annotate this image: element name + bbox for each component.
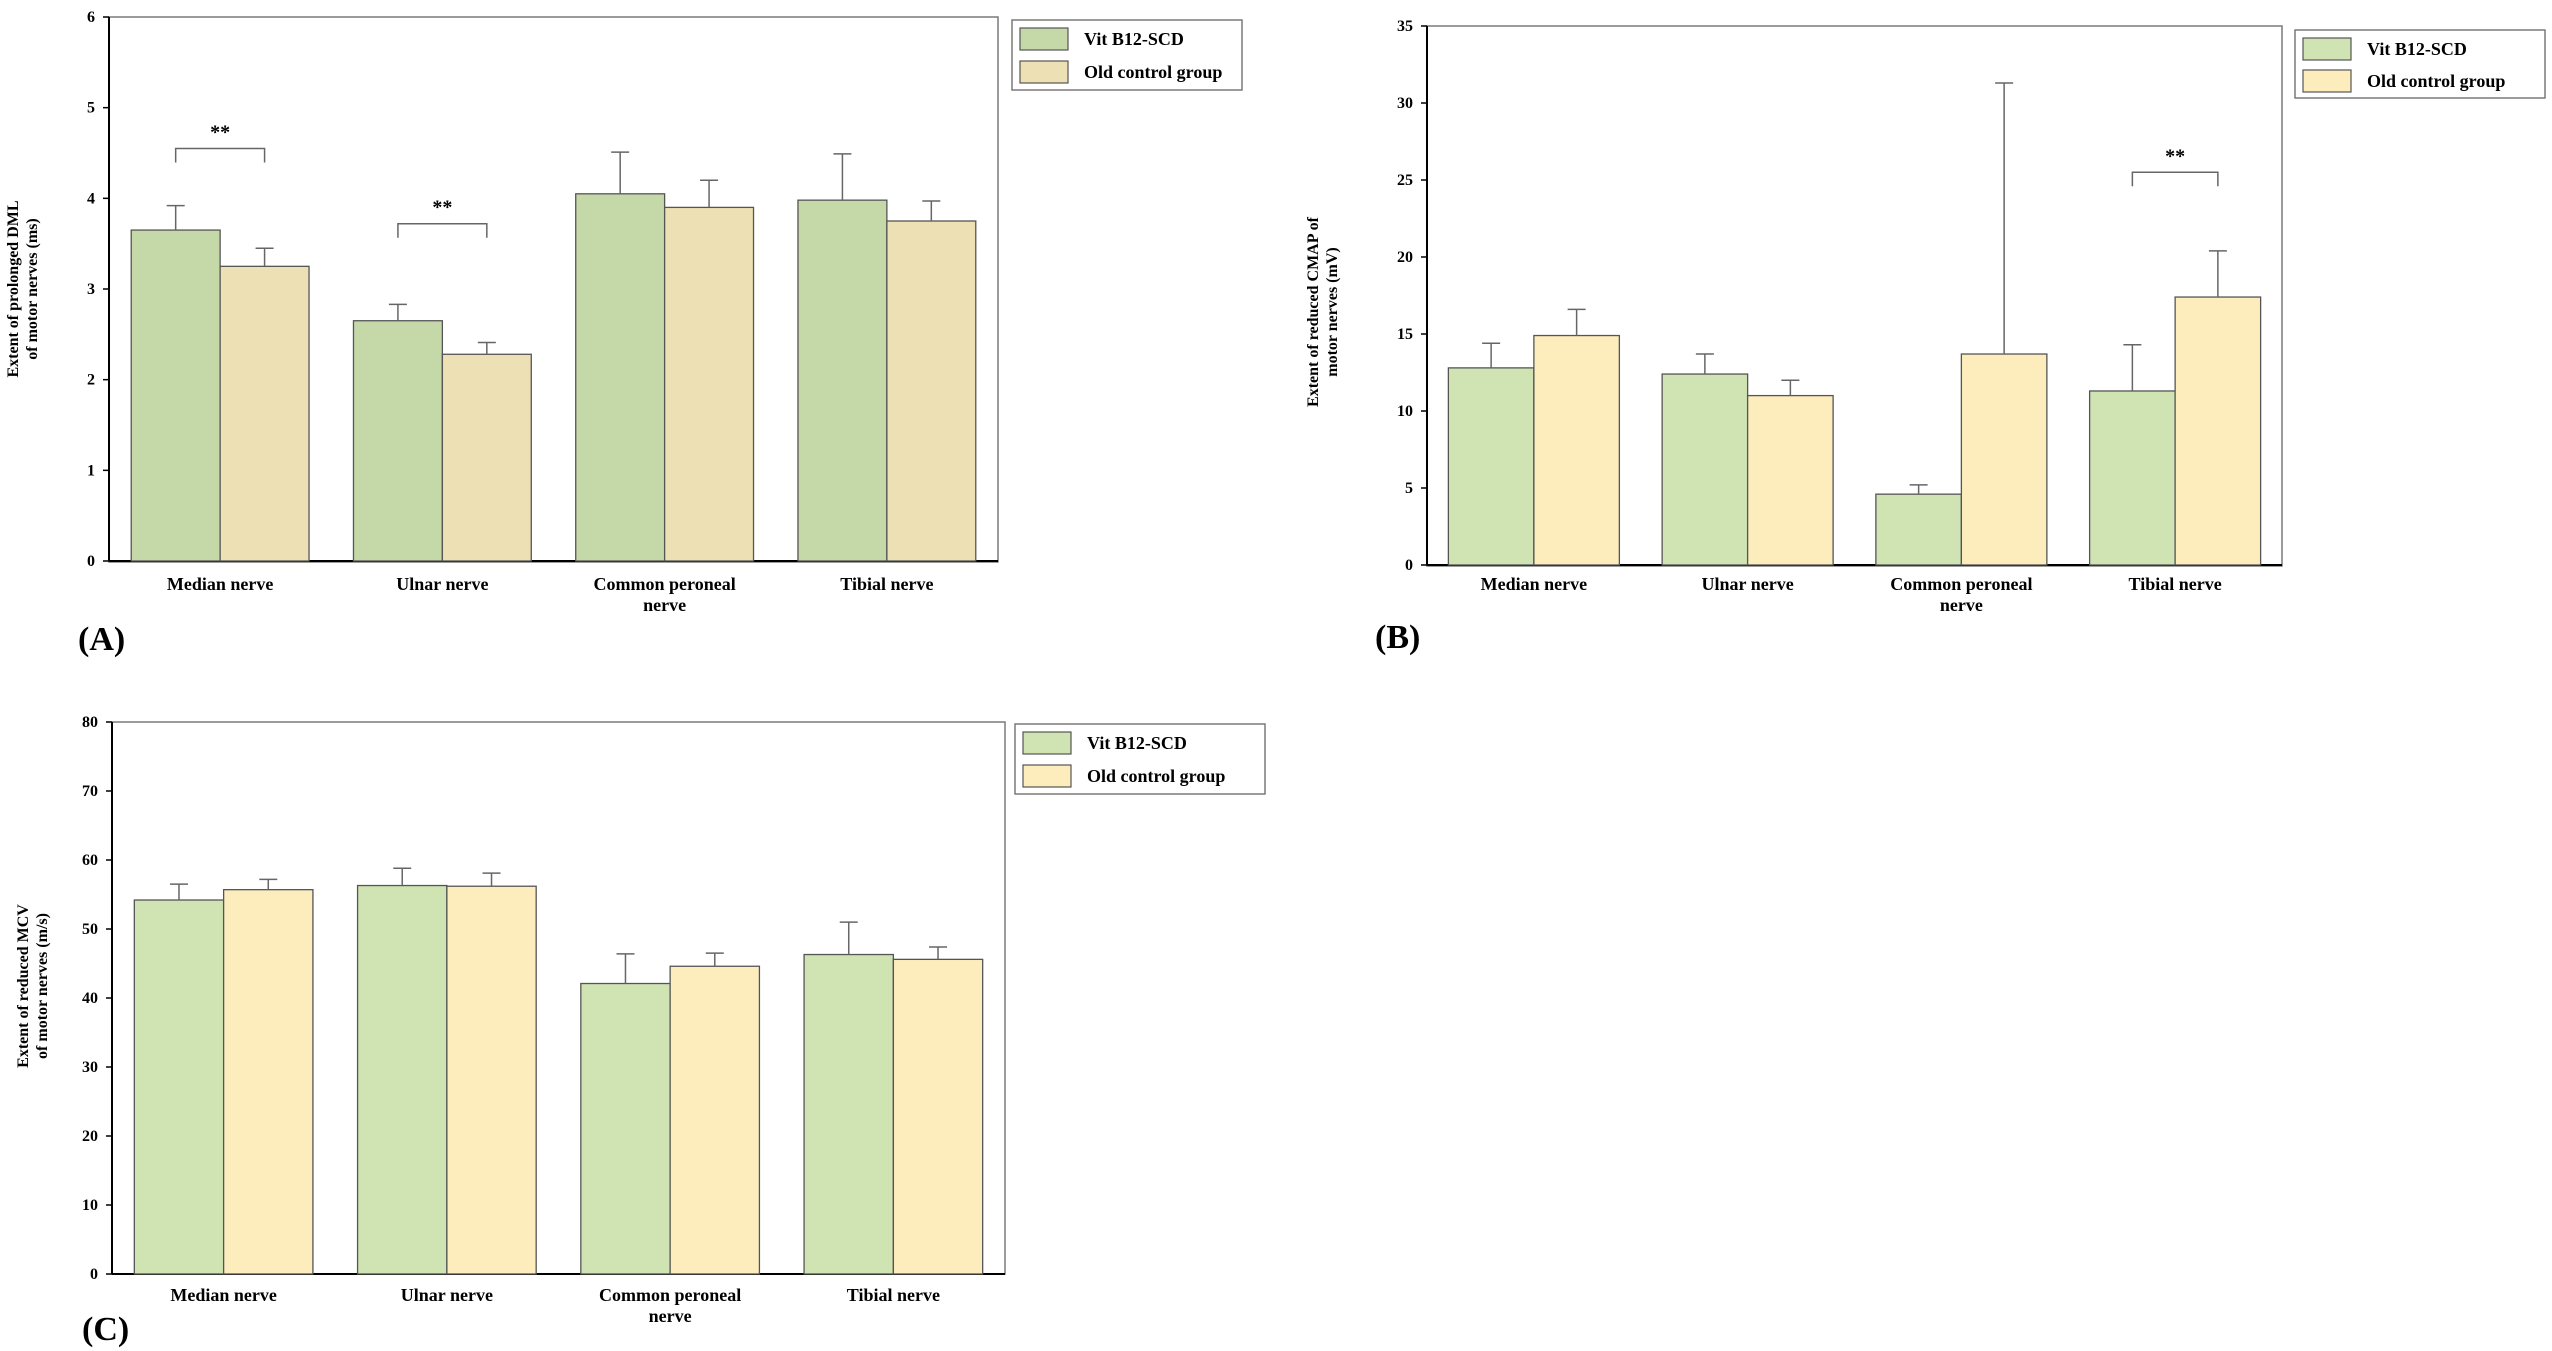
bar-vit-b12-scd (803, 953, 895, 1275)
bar-vit-b12-scd (356, 884, 448, 1275)
x-category-label: Ulnar nerve (396, 574, 488, 594)
x-category-label: Tibial nerve (840, 574, 933, 594)
y-tick-label: 60 (82, 852, 98, 869)
panel-label: (A) (78, 621, 125, 658)
y-axis-label-line: motor nerves (mV) (1324, 247, 1341, 376)
bar-old-control (892, 958, 984, 1275)
y-tick-label: 0 (90, 1266, 98, 1283)
bar-vit-b12-scd (1661, 373, 1749, 566)
y-axis-label-line: of motor nerves (m/s) (34, 913, 51, 1059)
bar-old-control (669, 965, 761, 1275)
bar-vit-b12-scd (580, 982, 671, 1275)
y-tick-label: 3 (87, 281, 95, 298)
bar-old-control (1533, 334, 1621, 566)
y-tick-label: 30 (1397, 95, 1413, 112)
bar-vit-b12-scd (575, 193, 666, 562)
legend-swatch (1022, 764, 1072, 788)
bar-old-control (886, 220, 977, 562)
legend-swatch (2302, 69, 2352, 93)
bar-vit-b12-scd (352, 320, 444, 562)
bar-vit-b12-scd (133, 899, 225, 1275)
y-tick-label: 20 (82, 1128, 98, 1145)
y-tick-label: 50 (82, 921, 98, 938)
y-tick-label: 35 (1397, 18, 1413, 35)
x-category-label: Common peroneal (599, 1285, 741, 1305)
legend-swatch (1022, 731, 1072, 755)
panel-label: (C) (82, 1311, 129, 1348)
x-category-label: Tibial nerve (847, 1285, 940, 1305)
legend-label: Old control group (2367, 71, 2505, 91)
y-axis-label: Extent of reduced CMAP of motor nerves (m… (1305, 216, 1341, 407)
y-axis-label: Extent of prolonged DML of motor nerves (… (5, 200, 41, 377)
bar-old-control (1960, 353, 2048, 566)
y-axis-label-line: Extent of prolonged DML (5, 200, 22, 377)
y-tick-label: 25 (1397, 172, 1413, 189)
y-tick-label: 2 (87, 372, 95, 389)
panel-b: 0 5 10 15 20 25 30 35 Extent of reduced CMAP of m… (1305, 18, 2546, 656)
x-category-label: nerve (1940, 595, 1983, 615)
bar-old-control (663, 206, 755, 562)
y-tick-label: 20 (1397, 249, 1413, 266)
bar-old-control (446, 885, 537, 1275)
y-tick-label: 4 (87, 190, 95, 207)
significance-label: ** (210, 121, 230, 143)
y-tick-label: 10 (1397, 403, 1413, 420)
y-tick-label: 1 (87, 462, 95, 479)
y-axis-label-line: of motor nerves (ms) (24, 218, 41, 359)
significance-label: ** (432, 197, 452, 219)
panel-c: 0 10 20 30 40 50 60 70 80 Extent of reduced MCV of… (15, 714, 1266, 1348)
y-tick-label: 0 (87, 553, 95, 570)
y-axis-label-line: Extent of reduced MCV (15, 904, 32, 1068)
y-tick-label: 15 (1397, 326, 1413, 343)
bar-vit-b12-scd (1447, 367, 1535, 566)
legend-label: Vit B12-SCD (1087, 733, 1187, 753)
y-axis-label: Extent of reduced MCV of motor nerves (m/… (15, 904, 51, 1068)
legend-swatch (1019, 60, 1069, 84)
y-tick-label: 40 (82, 990, 98, 1007)
legend-swatch (1019, 27, 1069, 51)
bar-old-control (222, 889, 314, 1275)
x-category-label: Median nerve (170, 1285, 276, 1305)
panel-label: (B) (1375, 619, 1420, 656)
significance-bracket (397, 222, 488, 238)
bar-vit-b12-scd (2088, 390, 2176, 566)
y-tick-label: 80 (82, 714, 98, 731)
legend-label: Old control group (1087, 766, 1225, 786)
bar-vit-b12-scd (130, 229, 221, 562)
x-category-label: Ulnar nerve (401, 1285, 493, 1305)
y-tick-label: 5 (87, 100, 95, 117)
y-axis-label-line: Extent of reduced CMAP of (1305, 216, 1322, 407)
x-category-label: nerve (643, 595, 686, 615)
y-tick-label: 70 (82, 783, 98, 800)
panel-a: 0 1 2 3 4 5 6 Extent of prolonged DML of motor n… (5, 9, 1243, 658)
y-tick-label: 10 (82, 1197, 98, 1214)
bar-vit-b12-scd (797, 199, 888, 562)
x-category-label: Median nerve (1481, 574, 1587, 594)
legend-label: Old control group (1084, 62, 1222, 82)
y-tick-label: 5 (1405, 480, 1413, 497)
x-category-label: Ulnar nerve (1702, 574, 1794, 594)
x-category-label: nerve (649, 1306, 692, 1326)
legend-label: Vit B12-SCD (2367, 39, 2467, 59)
legend-swatch (2302, 37, 2352, 61)
bar-vit-b12-scd (1875, 493, 1963, 566)
significance-bracket (2131, 171, 2219, 187)
x-category-label: Tibial nerve (2129, 574, 2222, 594)
y-tick-label: 6 (87, 9, 95, 26)
x-category-label: Common peroneal (1890, 574, 2032, 594)
x-category-label: Median nerve (167, 574, 273, 594)
bar-old-control (219, 265, 310, 562)
bar-old-control (441, 353, 532, 562)
x-category-label: Common peroneal (594, 574, 736, 594)
significance-label: ** (2165, 145, 2185, 167)
y-tick-label: 0 (1405, 557, 1413, 574)
bar-old-control (1746, 394, 1834, 566)
significance-bracket (174, 147, 266, 163)
legend-label: Vit B12-SCD (1084, 29, 1184, 49)
y-tick-label: 30 (82, 1059, 98, 1076)
bar-old-control (2174, 296, 2262, 566)
